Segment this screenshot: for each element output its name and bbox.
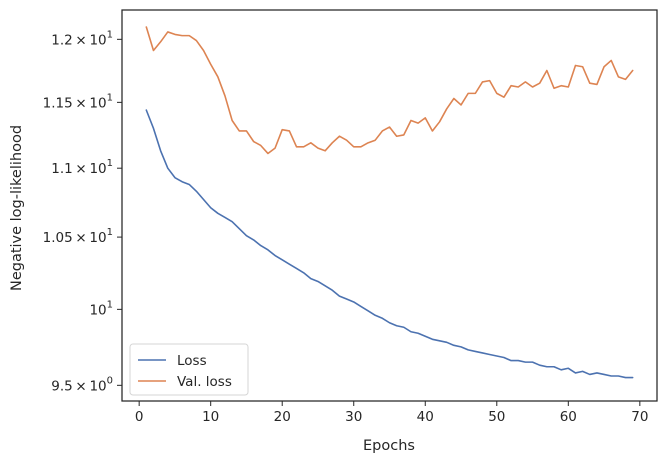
y-axis-ticks: 1.2 × 101 1.15 × 101 1.1 × 101 1.05 × 101 10… bbox=[43, 29, 122, 394]
y-tick-label: 1.2 × 101 bbox=[51, 29, 113, 48]
y-tick-label: 1.05 × 101 bbox=[43, 227, 113, 246]
plot-frame bbox=[121, 9, 658, 402]
x-axis-ticks: 0 10 20 30 40 50 60 70 bbox=[135, 401, 648, 425]
x-tick-label: 30 bbox=[345, 409, 362, 425]
legend-label: Val. loss bbox=[177, 374, 232, 390]
x-tick-label: 20 bbox=[274, 409, 291, 425]
series-line-loss bbox=[145, 109, 634, 379]
y-axis-label: Negative log-likelihood bbox=[9, 125, 25, 291]
x-tick-label: 70 bbox=[631, 409, 648, 425]
y-tick-label: 9.5 × 100 bbox=[51, 375, 113, 394]
x-tick-label: 0 bbox=[135, 409, 144, 425]
x-axis-label: Epochs bbox=[363, 438, 415, 454]
legend-label: Loss bbox=[177, 353, 207, 369]
y-tick-label: 101 bbox=[89, 299, 113, 318]
x-tick-label: 60 bbox=[560, 409, 577, 425]
y-tick-label: 1.1 × 101 bbox=[51, 158, 113, 177]
plot-layer bbox=[145, 26, 634, 379]
series-line-val-loss bbox=[145, 26, 634, 155]
legend-box bbox=[129, 343, 249, 396]
x-tick-label: 10 bbox=[202, 409, 219, 425]
x-tick-label: 40 bbox=[417, 409, 434, 425]
x-tick-label: 50 bbox=[488, 409, 505, 425]
y-tick-label: 1.15 × 101 bbox=[43, 92, 113, 111]
legend: Loss Val. loss bbox=[129, 343, 249, 396]
